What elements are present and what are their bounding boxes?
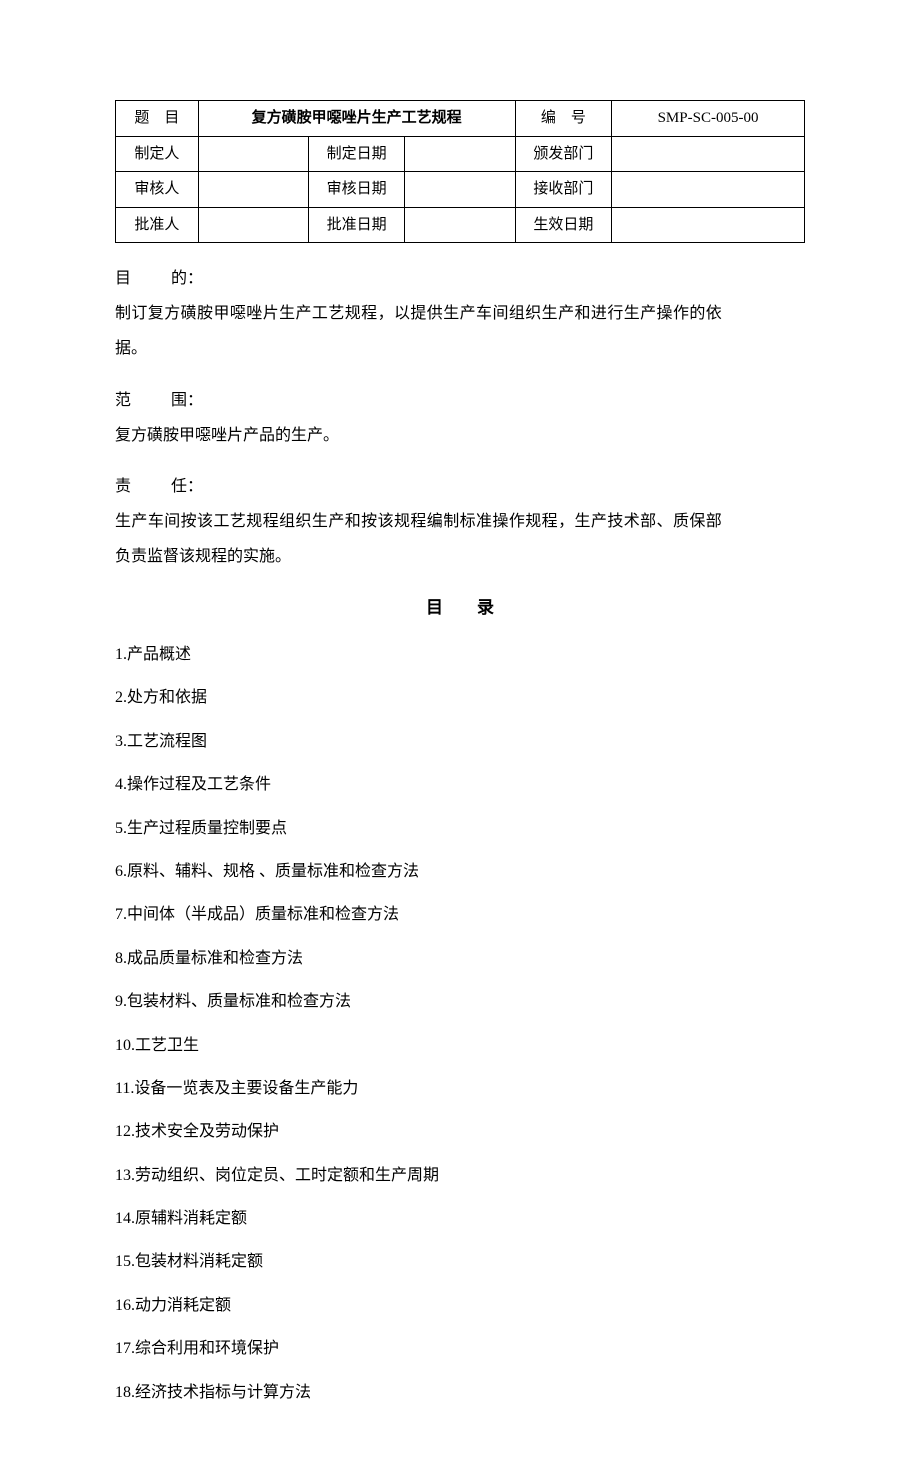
toc-item: 5.生产过程质量控制要点 bbox=[115, 812, 805, 846]
toc-item: 7.中间体（半成品）质量标准和检查方法 bbox=[115, 898, 805, 932]
table-row: 制定人 制定日期 颁发部门 bbox=[116, 136, 805, 172]
toc-item: 13.劳动组织、岗位定员、工时定额和生产周期 bbox=[115, 1159, 805, 1193]
table-cell: 审核人 bbox=[116, 172, 199, 208]
table-cell bbox=[405, 207, 515, 243]
header-table: 题 目复方磺胺甲噁唑片生产工艺规程编 号SMP-SC-005-00制定人制定日期… bbox=[115, 100, 805, 243]
table-cell bbox=[405, 136, 515, 172]
table-cell: 制定日期 bbox=[308, 136, 404, 172]
table-cell: SMP-SC-005-00 bbox=[612, 101, 805, 137]
table-cell bbox=[198, 207, 308, 243]
table-cell: 题 目 bbox=[116, 101, 199, 137]
toc-item: 10.工艺卫生 bbox=[115, 1029, 805, 1063]
toc-item: 1.产品概述 bbox=[115, 638, 805, 672]
toc-item: 11.设备一览表及主要设备生产能力 bbox=[115, 1072, 805, 1106]
toc-item: 14.原辅料消耗定额 bbox=[115, 1202, 805, 1236]
purpose-label: 目 的 bbox=[115, 261, 187, 296]
table-cell: 审核日期 bbox=[308, 172, 404, 208]
table-row: 题 目复方磺胺甲噁唑片生产工艺规程编 号SMP-SC-005-00 bbox=[116, 101, 805, 137]
table-cell: 生效日期 bbox=[515, 207, 611, 243]
toc-item: 18.经济技术指标与计算方法 bbox=[115, 1376, 805, 1410]
scope-body: 复方磺胺甲噁唑片产品的生产。 bbox=[115, 418, 722, 453]
table-cell: 复方磺胺甲噁唑片生产工艺规程 bbox=[198, 101, 515, 137]
toc-item: 16.动力消耗定额 bbox=[115, 1289, 805, 1323]
toc-item: 4.操作过程及工艺条件 bbox=[115, 768, 805, 802]
table-cell: 编 号 bbox=[515, 101, 611, 137]
toc-item: 2.处方和依据 bbox=[115, 681, 805, 715]
table-cell bbox=[198, 136, 308, 172]
toc-list: 1.产品概述 2.处方和依据 3.工艺流程图 4.操作过程及工艺条件 5.生产过程质量控… bbox=[115, 638, 805, 1410]
table-cell bbox=[612, 172, 805, 208]
table-row: 审核人 审核日期 接收部门 bbox=[116, 172, 805, 208]
duty-label: 责 任 bbox=[115, 469, 187, 504]
duty-field: 责 任：生产车间按该工艺规程组织生产和按该规程编制标准操作规程，生产技术部、质保… bbox=[115, 469, 805, 575]
toc-item: 3.工艺流程图 bbox=[115, 725, 805, 759]
table-cell bbox=[405, 172, 515, 208]
table-cell: 制定人 bbox=[116, 136, 199, 172]
toc-item: 12.技术安全及劳动保护 bbox=[115, 1115, 805, 1149]
toc-item: 17.综合利用和环境保护 bbox=[115, 1332, 805, 1366]
toc-item: 8.成品质量标准和检查方法 bbox=[115, 942, 805, 976]
toc-item: 15.包装材料消耗定额 bbox=[115, 1245, 805, 1279]
scope-label: 范 围 bbox=[115, 383, 187, 418]
table-cell bbox=[198, 172, 308, 208]
table-cell bbox=[612, 207, 805, 243]
table-cell: 颁发部门 bbox=[515, 136, 611, 172]
toc-item: 9.包装材料、质量标准和检查方法 bbox=[115, 985, 805, 1019]
table-cell bbox=[612, 136, 805, 172]
table-cell: 批准人 bbox=[116, 207, 199, 243]
duty-body: 生产车间按该工艺规程组织生产和按该规程编制标准操作规程，生产技术部、质保部负责监… bbox=[115, 504, 722, 574]
toc-item: 6.原料、辅料、规格 、质量标准和检查方法 bbox=[115, 855, 805, 889]
scope-field: 范 围：复方磺胺甲噁唑片产品的生产。 bbox=[115, 383, 805, 453]
toc-title: 目录 bbox=[115, 595, 805, 621]
table-row: 批准人 批准日期 生效日期 bbox=[116, 207, 805, 243]
table-cell: 接收部门 bbox=[515, 172, 611, 208]
table-cell: 批准日期 bbox=[308, 207, 404, 243]
purpose-body: 制订复方磺胺甲噁唑片生产工艺规程，以提供生产车间组织生产和进行生产操作的依据。 bbox=[115, 296, 722, 366]
purpose-field: 目 的：制订复方磺胺甲噁唑片生产工艺规程，以提供生产车间组织生产和进行生产操作的… bbox=[115, 261, 805, 367]
